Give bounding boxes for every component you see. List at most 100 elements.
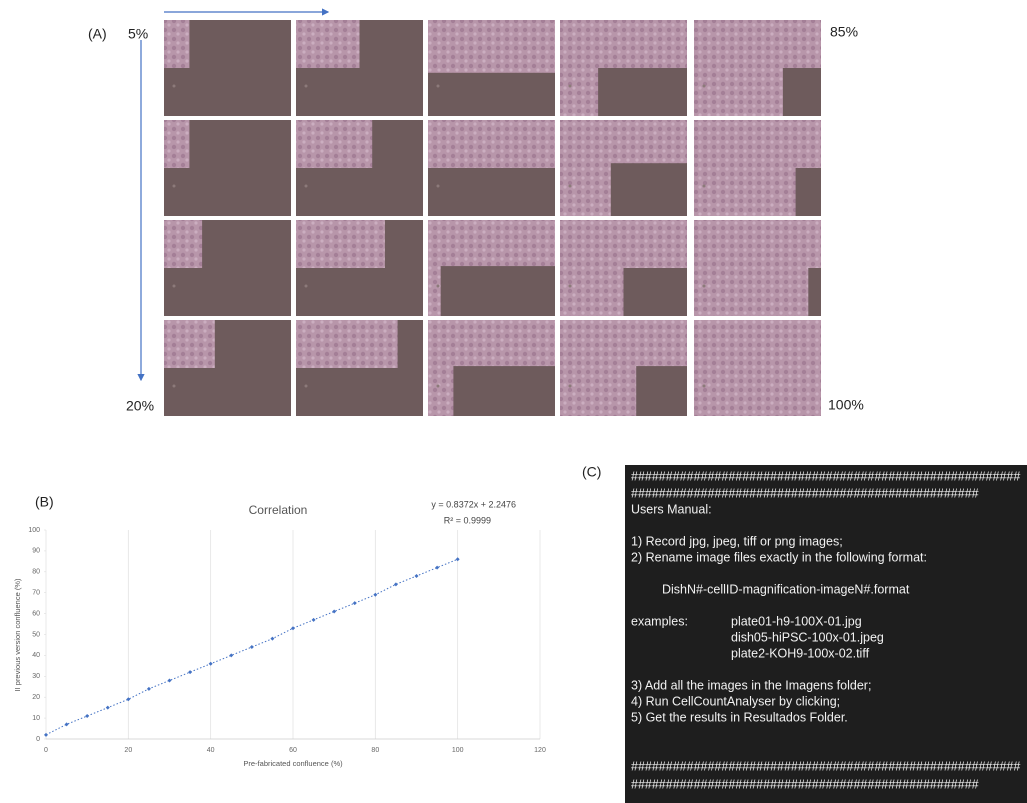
text-line: ########################################…	[631, 759, 1020, 773]
speck	[703, 385, 706, 388]
cell-area	[428, 20, 555, 73]
speck	[305, 285, 308, 288]
point	[250, 645, 254, 649]
y-tick-label: 10	[32, 715, 40, 722]
cell-area	[694, 320, 821, 416]
point	[229, 653, 233, 657]
cell-area	[560, 20, 598, 116]
speck	[173, 85, 176, 88]
cell-area	[694, 220, 808, 316]
point	[353, 601, 357, 605]
point	[209, 662, 213, 666]
cell-area	[164, 120, 189, 168]
cell-area	[560, 320, 636, 416]
speck	[437, 185, 440, 188]
text-line: ########################################…	[631, 777, 979, 791]
point	[312, 618, 316, 622]
point	[394, 582, 398, 586]
speck	[703, 185, 706, 188]
cell-area	[560, 220, 624, 316]
speck	[173, 385, 176, 388]
x-tick-label: 20	[124, 747, 132, 754]
x-tick-label: 80	[371, 747, 379, 754]
corner-label: 85%	[830, 24, 858, 40]
text-line: 5) Get the results in Resultados Folder.	[631, 710, 848, 724]
speck	[569, 285, 572, 288]
y-tick-label: 0	[36, 736, 40, 743]
text-line: 4) Run CellCountAnalyser by clicking;	[631, 694, 840, 708]
text-line: plate2-KOH9-100x-02.tiff	[731, 646, 870, 660]
text-line: examples:	[631, 614, 688, 628]
panel-c: (C) ####################################…	[582, 464, 1027, 803]
corner-label: 100%	[828, 397, 864, 413]
x-tick-label: 40	[207, 747, 215, 754]
x-tick-label: 0	[44, 747, 48, 754]
cell-area	[428, 220, 441, 316]
text-line: DishN#-cellID-magnification-imageN#.form…	[662, 582, 910, 596]
y-tick-label: 50	[32, 631, 40, 638]
point	[291, 626, 295, 630]
y-tick-label: 90	[32, 548, 40, 555]
speck	[569, 185, 572, 188]
x-tick-label: 100	[452, 747, 464, 754]
point	[332, 610, 336, 614]
cell-area	[560, 120, 611, 216]
speck	[703, 85, 706, 88]
panel-b: (B) Correlation y = 0.8372x + 2.2476 R² …	[13, 494, 546, 768]
text-line: 1) Record jpg, jpeg, tiff or png images;	[631, 534, 843, 548]
text-line: dish05-hiPSC-100x-01.jpeg	[731, 630, 884, 644]
text-line: ########################################…	[631, 486, 979, 500]
cell-area	[428, 320, 453, 416]
point	[147, 687, 151, 691]
cell-area	[296, 20, 360, 68]
point	[188, 670, 192, 674]
y-tick-label: 100	[28, 527, 40, 534]
text-line: ########################################…	[631, 469, 1020, 483]
cell-area	[296, 120, 372, 168]
x-axis-label: Pre-fabricated confluence (%)	[243, 759, 343, 768]
point	[435, 566, 439, 570]
point	[373, 593, 377, 597]
y-tick-label: 20	[32, 694, 40, 701]
speck	[173, 185, 176, 188]
speck	[173, 285, 176, 288]
y-axis-label: II previous version confluence (%)	[13, 578, 22, 691]
speck	[703, 285, 706, 288]
annotation: R² = 0.9999	[444, 515, 491, 525]
figure: (A) 5% 85% 20% 100% (B) Correlation y = …	[0, 0, 1027, 803]
point	[44, 733, 48, 737]
panel-label: (A)	[88, 26, 107, 42]
cell-area	[694, 20, 783, 116]
speck	[305, 185, 308, 188]
speck	[437, 85, 440, 88]
cell-area	[428, 120, 555, 168]
point	[415, 574, 419, 578]
y-tick-label: 40	[32, 652, 40, 659]
y-tick-label: 70	[32, 590, 40, 597]
page: {"panel_a": {"label": "(A)", "top_left":…	[0, 0, 1027, 803]
text-line: 2) Rename image files exactly in the fol…	[631, 550, 927, 564]
y-tick-label: 30	[32, 673, 40, 680]
speck	[569, 385, 572, 388]
text-line: 3) Add all the images in the Imagens fol…	[631, 678, 871, 692]
point	[126, 697, 130, 701]
cell-area	[164, 320, 215, 368]
cell-area	[296, 320, 398, 368]
cell-area	[296, 220, 385, 268]
speck	[437, 385, 440, 388]
speck	[569, 85, 572, 88]
panel-label: (C)	[582, 464, 601, 480]
text-line: Users Manual:	[631, 502, 712, 516]
point	[270, 637, 274, 641]
cell-area	[694, 120, 796, 216]
panel-label: (B)	[35, 494, 54, 510]
point	[456, 557, 460, 561]
corner-label: 20%	[126, 398, 154, 414]
y-tick-label: 80	[32, 569, 40, 576]
panel-a: (A) 5% 85% 20% 100%	[88, 12, 864, 416]
cell-area	[428, 220, 555, 266]
point	[65, 722, 69, 726]
point	[106, 706, 110, 710]
x-tick-label: 120	[534, 747, 546, 754]
corner-label: 5%	[128, 26, 148, 42]
